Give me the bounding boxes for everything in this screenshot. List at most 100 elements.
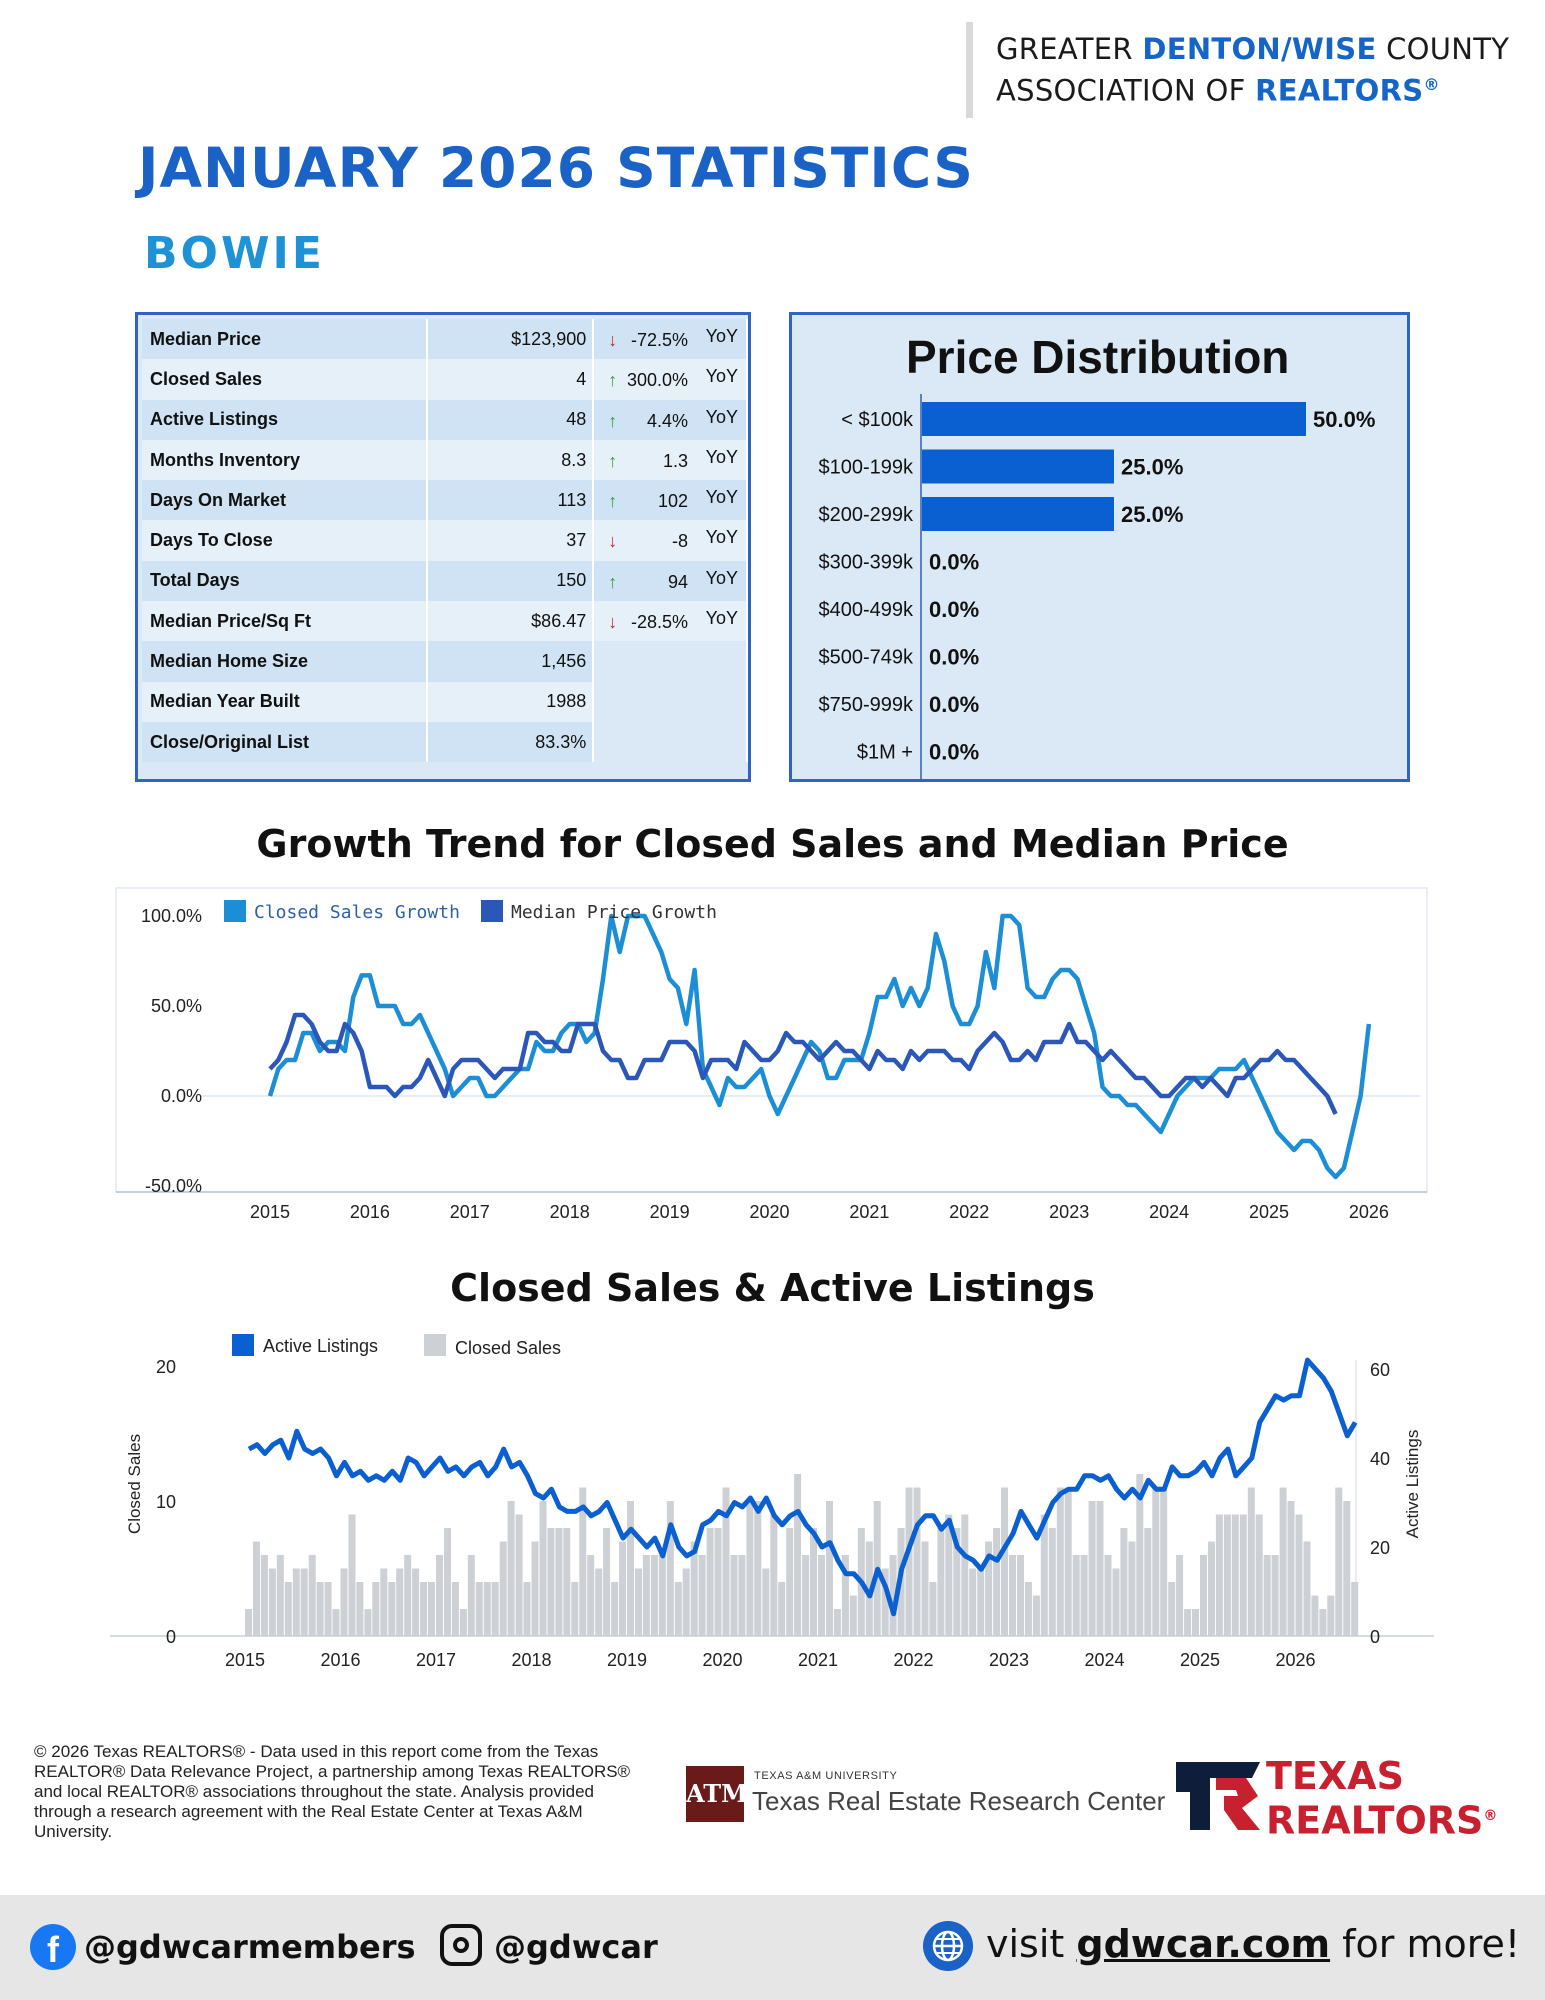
closed-sales-bar (364, 1609, 372, 1636)
closed-sales-bar (547, 1528, 555, 1636)
price-distribution-title: Price Distribution (906, 331, 1290, 383)
closed-sales-bar (913, 1487, 921, 1636)
stat-change: 300.0% (626, 370, 688, 391)
closed-sales-bar (1152, 1487, 1160, 1636)
closed-sales-bar (555, 1528, 563, 1636)
growth-x-tick: 2017 (450, 1202, 490, 1222)
closed-sales-bar (881, 1568, 889, 1636)
closed-sales-bar (1239, 1514, 1247, 1636)
closed-sales-bar (444, 1528, 451, 1636)
closed-sales-bar (961, 1514, 969, 1636)
stats-row: Median Year Built 1988 (142, 681, 748, 722)
texas-realtors-wordmark: TEXAS REALTORS® (1266, 1756, 1497, 1841)
closed-sales-bar (1295, 1514, 1303, 1636)
legend-swatch-median-price-growth (481, 900, 503, 922)
closed-sales-bar (1160, 1487, 1168, 1636)
right-y-tick: 60 (1370, 1360, 1390, 1380)
sales-x-tick: 2021 (798, 1650, 838, 1670)
facebook-handle-link[interactable]: @gdwcarmembers (84, 1928, 416, 1966)
closed-sales-bar (1215, 1514, 1223, 1636)
legend-label-closed-sales-growth: Closed Sales Growth (254, 902, 460, 923)
closed-sales-bar (316, 1582, 324, 1636)
legend-label-active-listings: Active Listings (263, 1336, 378, 1356)
price-bar (922, 497, 1114, 531)
stat-yoy-label: YoY (705, 527, 738, 548)
closed-sales-bar (539, 1501, 547, 1636)
stat-label: Months Inventory (142, 439, 428, 481)
growth-x-tick: 2026 (1349, 1202, 1389, 1222)
stat-change: -72.5% (630, 330, 688, 350)
stat-label: Active Listings (142, 399, 428, 440)
closed-sales-bar (1335, 1487, 1343, 1636)
closed-sales-bar (428, 1582, 435, 1636)
legend-swatch-closed-sales-growth (224, 900, 246, 922)
stat-label: Days To Close (142, 520, 428, 561)
growth-x-tick: 2015 (250, 1202, 290, 1222)
right-axis-title: Active Listings (1403, 1430, 1422, 1539)
instagram-icon[interactable] (440, 1924, 482, 1966)
growth-x-tick: 2020 (749, 1202, 789, 1222)
closed-sales-bar (786, 1528, 794, 1636)
stat-yoy-cell: ↑ 94 YoY (593, 560, 748, 602)
texas-realtors-line1: TEXAS (1266, 1754, 1404, 1798)
closed-sales-bar (746, 1501, 754, 1636)
stat-yoy-cell: ↑ 102 YoY (593, 480, 748, 521)
price-category-label: $300-399k (818, 552, 914, 574)
closed-sales-bar (770, 1514, 778, 1636)
closed-sales-bar (523, 1582, 531, 1636)
stat-yoy-cell: ↓ -72.5% YoY (593, 319, 748, 360)
city-name: BOWIE (144, 228, 325, 279)
stat-yoy-label: YoY (705, 487, 738, 508)
growth-x-tick: 2024 (1149, 1202, 1189, 1222)
closed-sales-bar (404, 1555, 412, 1636)
active-listings-line (247, 1357, 1358, 1617)
closed-sales-bar (1184, 1609, 1192, 1636)
price-category-label: $200-299k (818, 504, 914, 526)
sales-x-tick: 2024 (1084, 1650, 1124, 1670)
closed-sales-bar (730, 1555, 738, 1636)
price-bar (922, 402, 1306, 436)
closed-sales-bar (587, 1555, 595, 1636)
stats-row: Median Home Size 1,456 (142, 641, 748, 682)
facebook-icon[interactable]: f (30, 1924, 76, 1970)
stat-yoy-label: YoY (705, 366, 738, 387)
right-y-tick: 20 (1370, 1538, 1390, 1558)
stat-change: 94 (667, 571, 688, 592)
tamu-university-label: TEXAS A&M UNIVERSITY (754, 1770, 898, 1782)
stats-row: Days To Close 37 ↓ -8 YoY (142, 520, 748, 561)
instagram-handle-link[interactable]: @gdwcar (494, 1928, 658, 1966)
closed-sales-bar (1056, 1487, 1064, 1636)
org-line1-b: DENTON/WISE (1142, 32, 1377, 66)
closed-sales-bar (794, 1474, 802, 1636)
closed-sales-bar (451, 1582, 459, 1636)
growth-chart-title: Growth Trend for Closed Sales and Median… (256, 822, 1289, 866)
arrow-down-icon: ↓ (608, 612, 618, 633)
closed-sales-bar (1327, 1595, 1335, 1636)
closed-sales-bar (714, 1528, 722, 1636)
growth-y-tick: -50.0% (145, 1176, 202, 1196)
tamu-center-name: Texas Real Estate Research Center (752, 1786, 1166, 1816)
stats-row: Close/Original List 83.3% (142, 721, 748, 763)
stat-yoy-label: YoY (705, 567, 738, 588)
stat-yoy-cell (593, 681, 748, 722)
org-line1-a: GREATER (996, 32, 1143, 66)
growth-y-tick: 100.0% (141, 906, 202, 926)
stat-value: 37 (426, 520, 595, 561)
stat-yoy-label: YoY (705, 326, 738, 346)
closed-sales-bar (292, 1568, 300, 1636)
closed-sales-bar (1104, 1555, 1112, 1636)
closed-sales-bar (1048, 1528, 1056, 1636)
closed-sales-bar (611, 1582, 619, 1636)
stat-label: Closed Sales (142, 359, 428, 400)
closed-sales-bar (985, 1541, 993, 1636)
stat-value: 48 (426, 399, 595, 440)
association-name: GREATER DENTON/WISE COUNTY ASSOCIATION O… (996, 32, 1509, 109)
visit-website-link[interactable]: visit gdwcar.com for more! (986, 1922, 1520, 1966)
sales-x-tick: 2019 (607, 1650, 647, 1670)
website-url[interactable]: gdwcar.com (1076, 1922, 1331, 1966)
closed-sales-bar (1303, 1541, 1311, 1636)
closed-sales-bar (1319, 1609, 1327, 1636)
closed-sales-bar (754, 1501, 762, 1636)
closed-sales-bar (849, 1595, 857, 1636)
stats-row: Active Listings 48 ↑ 4.4% YoY (142, 399, 748, 440)
